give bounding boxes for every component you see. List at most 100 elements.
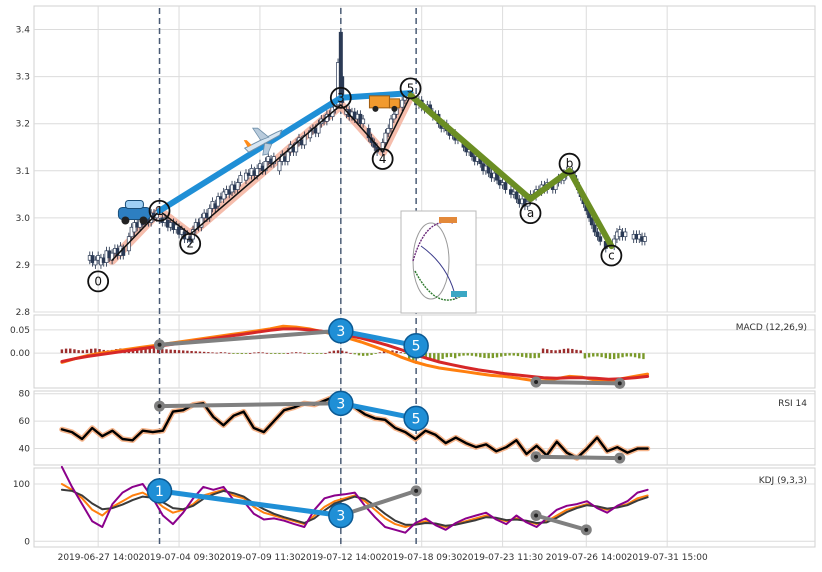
macd-hist-bar [529,353,532,359]
macd-hist-bar [261,352,264,354]
macd-hist-bar [177,350,181,354]
candle-body [389,118,393,129]
y-tick-label: 100 [13,480,30,490]
y-tick-label: 2.8 [16,308,31,318]
divergence-line [338,328,419,349]
wave-point-label: 1 [156,204,164,218]
wave-marker [328,502,354,529]
macd-hist-bar [537,353,541,358]
car-icon [117,199,151,225]
macd-hist-bar [374,353,377,354]
macd-hist-bar [453,353,457,359]
macd-hist-bar [516,353,520,357]
macd-hist-bar [554,350,557,354]
macd-hist-bar [202,351,206,354]
macd-hist-bar [533,353,536,359]
car-wheel [121,216,130,225]
macd-hist-bar [186,350,189,354]
macd-hist-bar [161,349,164,354]
wave-point-marker [399,77,422,100]
macd-hist-bar [215,352,218,354]
macd-hist-bar [294,352,298,354]
macd-hist-bar [60,349,64,354]
wave-point-label: b [566,157,574,171]
wave-marker-label: 5 [412,411,421,427]
macd-hist-bar [441,353,444,359]
macd-hist-bar [165,349,168,354]
divergence-dot-center [157,404,162,409]
y-tick-label: 0.05 [10,326,30,336]
macd-hist-bar [642,353,645,360]
candle-body [623,231,628,238]
macd-hist-bar [395,351,398,354]
divergence-dot-center [534,454,539,459]
macd-hist-bar [625,353,628,357]
macd-hist-bar [633,353,637,358]
wave-marker-label: 3 [336,396,345,412]
candle-body [90,255,95,263]
macd-hist-bar [525,353,528,358]
macd-hist-bar [617,353,620,359]
macd-hist-bar [445,353,449,358]
wave-point-marker [600,244,623,267]
candle-body [642,236,647,242]
car-window [124,199,144,209]
macd-hist-bar [198,351,202,354]
plane-tail [243,140,252,148]
divergence-dot-center [534,513,539,518]
wave-marker-label: 5 [412,339,421,355]
wave-point-label: c [608,249,615,263]
macd-hist-bar [140,349,143,354]
wave-point-label: 2 [186,237,194,251]
macd-hist-bar [370,353,373,355]
macd-hist-bar [583,353,587,359]
candle-body [93,259,98,266]
spike-candle [338,31,343,103]
macd-hist-bar [307,353,310,354]
macd-hist-bar [303,352,306,354]
macd-hist-bar [592,353,595,357]
macd-hist-bar [94,348,97,354]
x-tick-label: 2019-07-26 14:00 [546,553,627,563]
macd-hist-bar [629,353,633,357]
wave-point-label: a [527,206,534,220]
macd-layer: 35 [60,318,650,389]
wave-line [111,94,412,261]
wave-point-marker [519,202,542,225]
truck-cargo [368,95,390,109]
y-tick-label: 3.2 [16,120,30,130]
macd-hist-bar [211,352,214,354]
wave-point-label: 4 [379,152,387,166]
macd-hist-bar [336,350,340,354]
panel-title: RSI 14 [778,399,807,409]
candle-body [400,99,405,108]
macd-hist-bar [382,351,386,354]
macd-hist-bar [236,353,239,354]
macd-hist-bar [156,348,160,354]
macd-hist-bar [638,353,641,359]
macd-hist-bar [144,348,147,354]
macd-hist-bar [428,353,432,359]
candle-body [503,182,508,190]
macd-hist-bar [437,353,440,361]
macd-hist-bar [491,353,495,359]
truck-wheel [372,105,379,112]
divergence-line [534,380,622,386]
macd-hist-bar [311,353,315,354]
macd-hist-bar [604,353,608,359]
x-tick-label: 2019-07-23 11:30 [462,553,543,563]
macd-hist-bar [474,353,478,357]
macd-hist-bar [608,353,612,360]
candle-body [361,118,366,125]
macd-hist-bar [403,353,407,354]
macd-hist-bar [315,353,319,355]
macd-hist-bar [391,350,394,354]
divergence-dot-center [617,456,622,461]
panel-title: MACD (12,26,9) [736,323,807,333]
macd-hist-bar [407,353,411,361]
macd-hist-bar [274,353,277,354]
macd-hist-bar [487,353,490,359]
x-tick-label: 2019-07-12 14:00 [300,553,381,563]
macd-hist-bar [579,350,582,354]
price-layer: 0 1 2 3 4 5 a b c [87,31,647,293]
